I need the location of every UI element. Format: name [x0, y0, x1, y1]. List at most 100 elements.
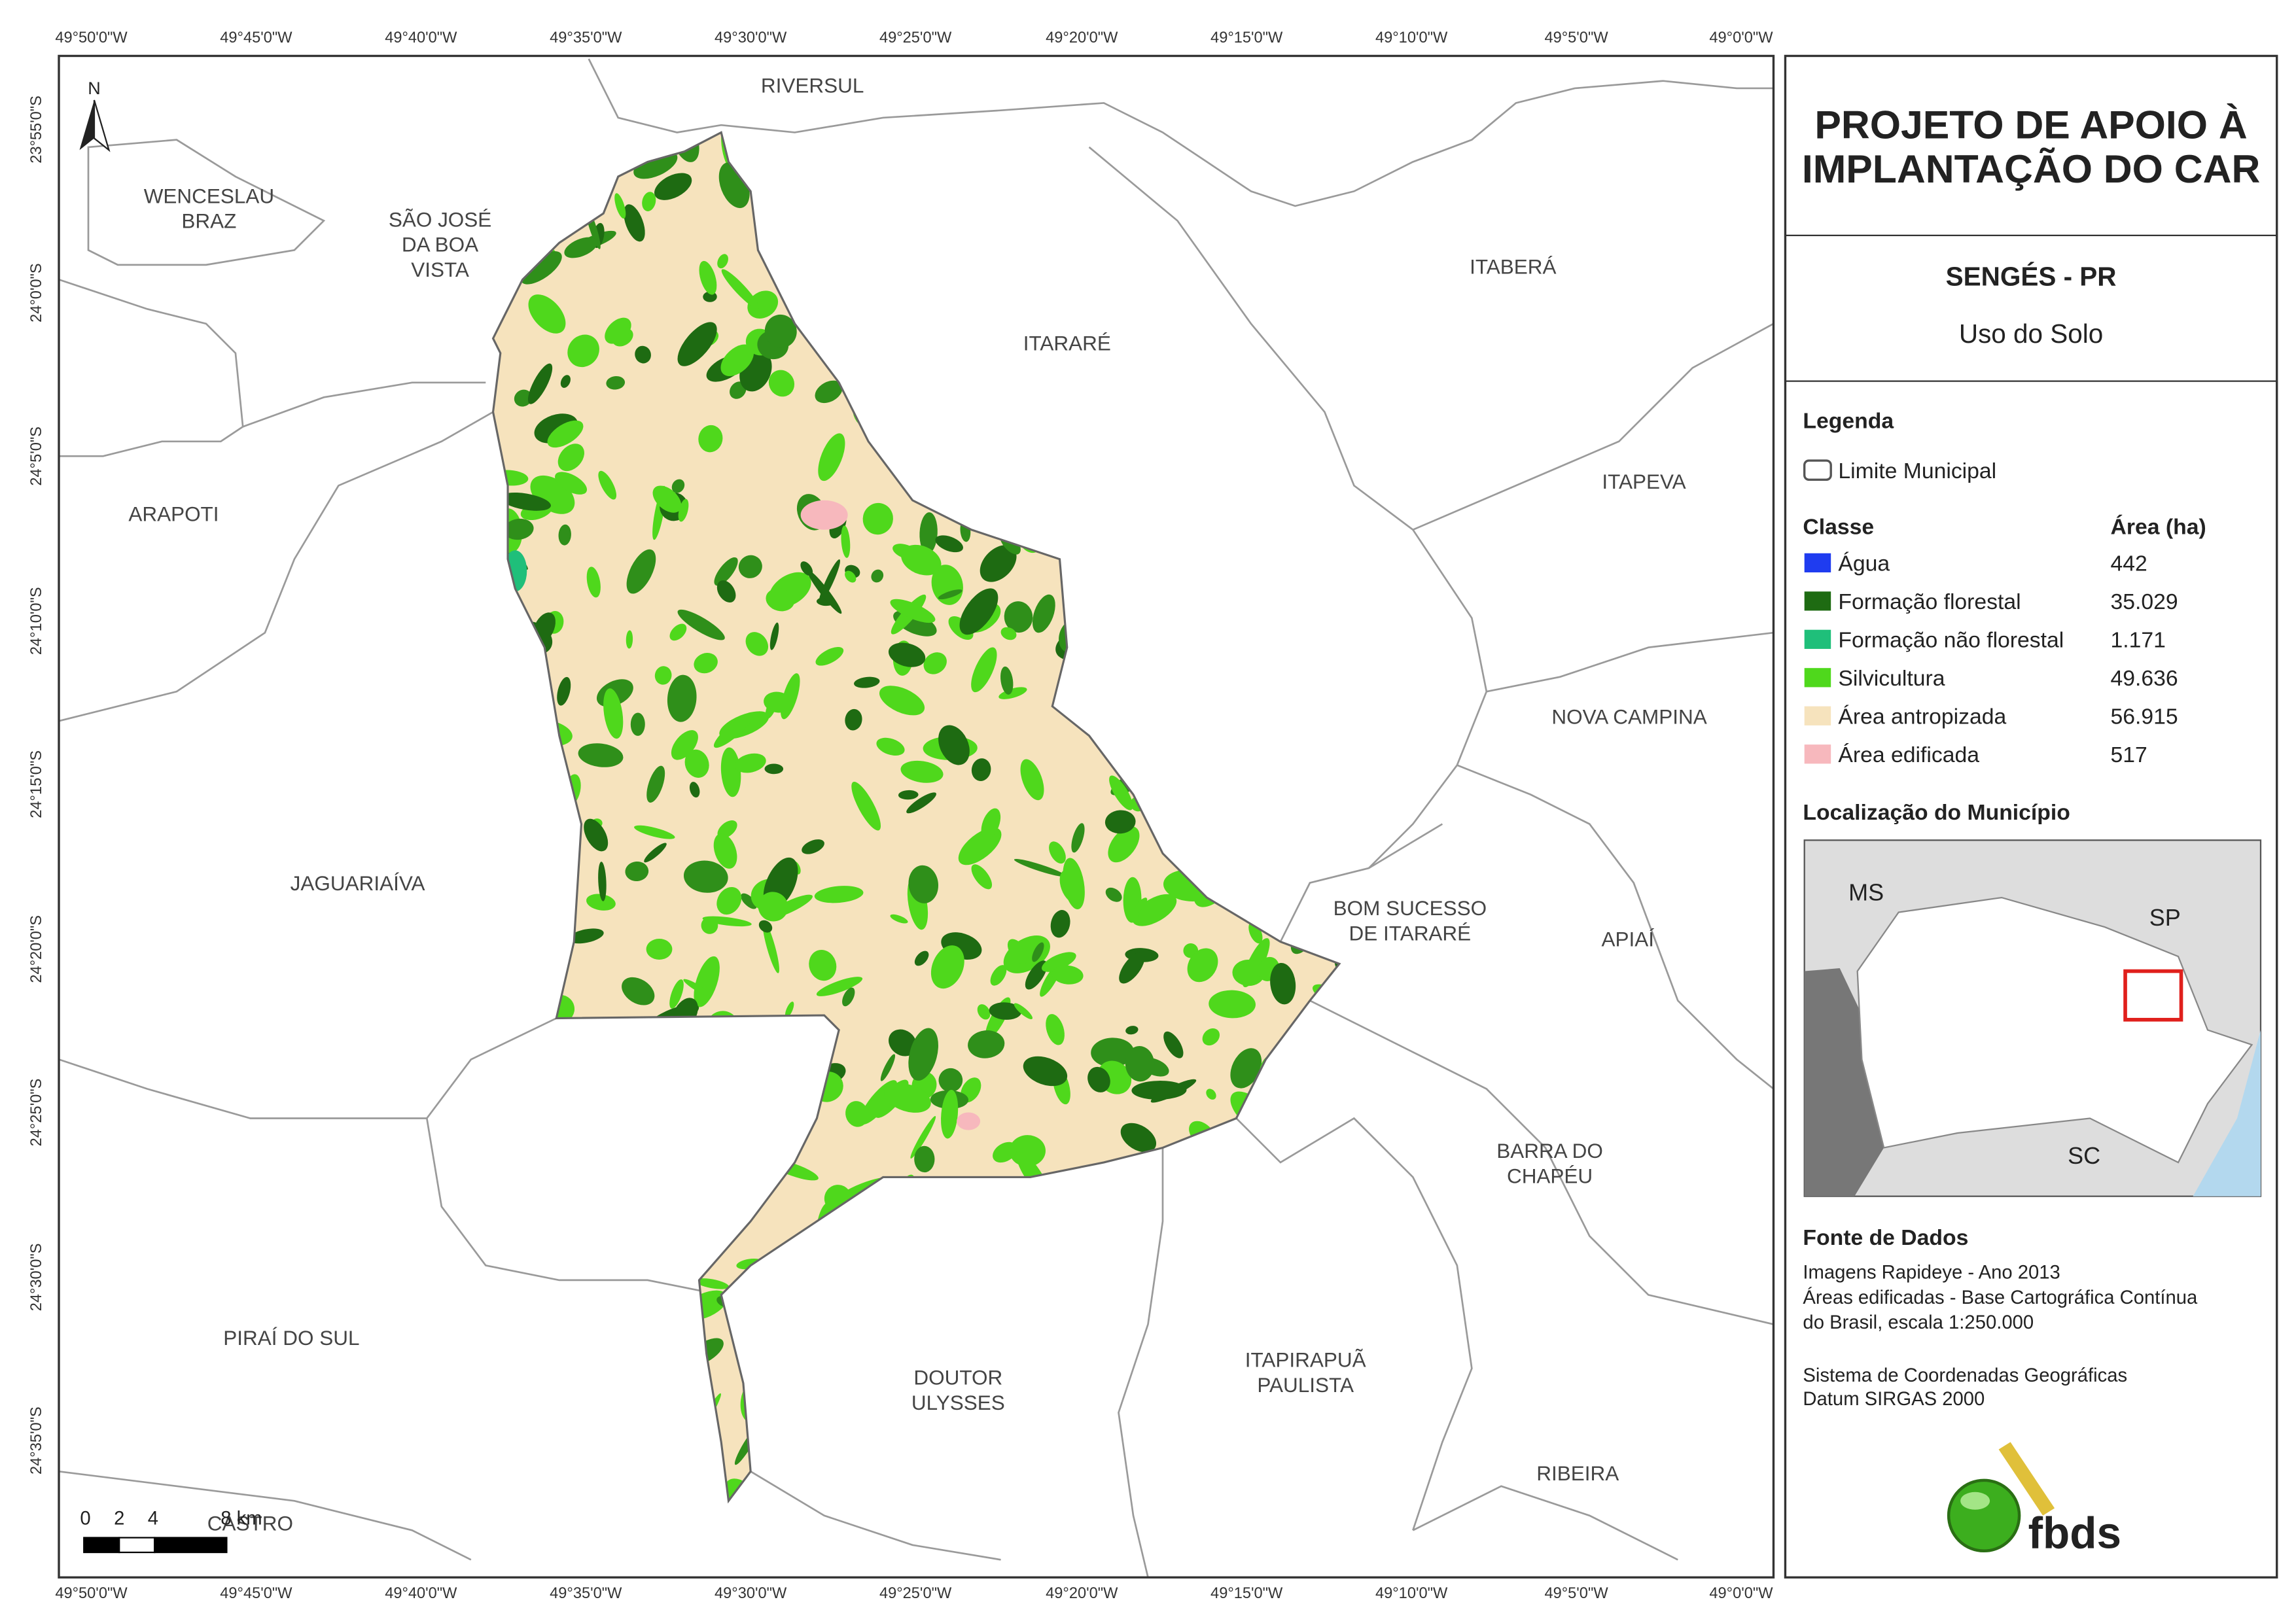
x-coord-label: 49°30'0"W [715, 29, 787, 46]
land-patch [1242, 938, 1270, 988]
land-patch [598, 862, 607, 901]
land-patch [622, 977, 655, 1005]
scale-segment [154, 1537, 228, 1554]
y-coord-label: 24°20'0"S [28, 915, 45, 983]
boundary-swatch [1803, 459, 1832, 481]
land-patch [683, 860, 728, 893]
land-patch [845, 708, 862, 731]
land-patch [814, 886, 864, 903]
x-coord-label: 49°50'0"W [55, 1585, 128, 1602]
land-patch [851, 781, 881, 831]
municipality-label: BARRA DO [1496, 1139, 1603, 1162]
land-patch [938, 725, 970, 765]
land-patch [880, 1054, 896, 1081]
land-patch [695, 1278, 729, 1289]
land-patch [758, 920, 773, 933]
land-patch [914, 951, 929, 966]
location-heading: Localização do Município [1803, 800, 2070, 825]
land-patch [557, 676, 571, 706]
logo [1947, 1442, 2055, 1553]
municipality-label: CASTRO [207, 1511, 293, 1535]
land-patch [644, 843, 667, 863]
land-patch [1049, 841, 1066, 864]
x-coord-label: 49°30'0"W [715, 1585, 787, 1602]
land-patch [1163, 1031, 1184, 1058]
land-patch [717, 254, 728, 269]
land-patch [701, 916, 718, 934]
land-patch [908, 865, 939, 903]
municipality-label: ULYSSES [911, 1391, 1005, 1414]
land-patch [889, 1029, 917, 1056]
land-patch [1132, 894, 1177, 926]
land-patch [845, 570, 857, 583]
municipality-label: PAULISTA [1257, 1373, 1354, 1397]
land-patch [1023, 1056, 1068, 1087]
municipality-label: DOUTOR [913, 1366, 1002, 1389]
land-patch [567, 334, 599, 368]
land-patch [908, 1028, 938, 1081]
land-patch [626, 630, 633, 649]
land-patch [528, 294, 566, 334]
land-patch [568, 928, 604, 944]
land-patch [914, 1145, 935, 1173]
x-coord-label: 49°0'0"W [1709, 1585, 1773, 1602]
land-patch [735, 753, 766, 773]
land-patch [605, 317, 631, 344]
land-patch [747, 290, 779, 319]
land-patch [1014, 1003, 1033, 1020]
x-coord-label: 49°10'0"W [1375, 1585, 1448, 1602]
legend-swatch [1804, 591, 1831, 611]
land-patch [503, 518, 534, 540]
land-patch [694, 653, 718, 674]
land-patch [654, 173, 692, 200]
land-patch [669, 623, 687, 641]
y-coord-label: 24°0'0"S [28, 263, 45, 323]
land-patch [624, 204, 645, 242]
land-patch [635, 345, 651, 364]
legend-area: 35.029 [2111, 589, 2178, 614]
y-coord-label: 24°30'0"S [28, 1244, 45, 1312]
theme: Uso do Solo [1959, 319, 2103, 349]
land-patch [634, 825, 675, 839]
x-coord-label: 49°20'0"W [1046, 1585, 1118, 1602]
land-patch [1087, 1066, 1110, 1092]
land-patch [888, 642, 926, 667]
land-patch [698, 425, 723, 453]
land-patch [625, 861, 649, 882]
land-patch [741, 893, 757, 909]
land-patch [677, 609, 725, 640]
land-patch [890, 599, 936, 623]
land-patch [968, 1030, 1005, 1058]
legend-swatch [1804, 629, 1831, 649]
land-patch [606, 375, 626, 390]
land-patch [520, 251, 562, 285]
land-patch [923, 652, 947, 674]
land-patch [1063, 858, 1085, 910]
land-patch [1270, 962, 1296, 1005]
land-patch [1014, 858, 1067, 877]
map-frame [58, 54, 1775, 1579]
land-patch [678, 498, 689, 522]
land-patch [652, 485, 682, 513]
land-patch [564, 237, 598, 258]
land-patch [762, 920, 779, 973]
land-patch [1206, 1089, 1216, 1100]
land-patch [1108, 826, 1140, 863]
panel-frame [1784, 54, 2278, 1579]
land-patch [977, 1004, 991, 1020]
land-patch [684, 749, 709, 778]
land-patch [938, 589, 963, 600]
land-patch [900, 760, 944, 783]
area-header: Área (ha) [2111, 515, 2206, 540]
land-patch [586, 567, 601, 598]
logo-text: fbds [2028, 1509, 2121, 1558]
land-patch [738, 555, 762, 578]
land-patch [766, 588, 795, 612]
land-patch [1025, 960, 1048, 990]
municipality-label: RIVERSUL [761, 74, 864, 97]
municipality-label: NOVA CAMPINA [1551, 705, 1706, 729]
land-patch [1000, 666, 1014, 695]
legend-label: Área antropizada [1838, 705, 2006, 729]
